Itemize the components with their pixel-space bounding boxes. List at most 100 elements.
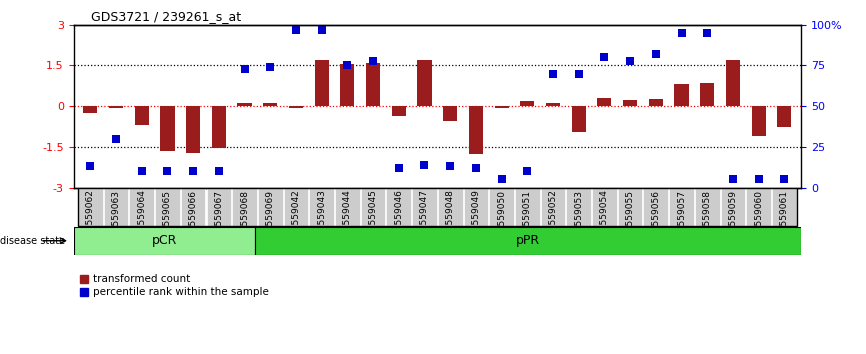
Point bbox=[649, 51, 662, 57]
FancyBboxPatch shape bbox=[412, 188, 436, 226]
Point bbox=[494, 177, 508, 182]
FancyBboxPatch shape bbox=[104, 188, 128, 226]
Bar bbox=[598, 98, 611, 106]
FancyBboxPatch shape bbox=[721, 188, 746, 226]
FancyBboxPatch shape bbox=[206, 188, 231, 226]
Text: GSM559050: GSM559050 bbox=[497, 190, 506, 245]
Text: GSM559052: GSM559052 bbox=[548, 190, 558, 245]
Text: GSM559058: GSM559058 bbox=[702, 190, 712, 245]
FancyBboxPatch shape bbox=[669, 188, 694, 226]
Bar bbox=[83, 106, 97, 113]
Bar bbox=[623, 100, 637, 106]
Text: GSM559048: GSM559048 bbox=[446, 190, 455, 245]
Text: GSM559046: GSM559046 bbox=[394, 190, 404, 245]
Bar bbox=[726, 60, 740, 106]
Text: pCR: pCR bbox=[152, 234, 178, 247]
Text: pPR: pPR bbox=[516, 234, 540, 247]
Point bbox=[469, 165, 483, 171]
Legend: transformed count, percentile rank within the sample: transformed count, percentile rank withi… bbox=[79, 274, 269, 297]
Text: GSM559062: GSM559062 bbox=[86, 190, 94, 245]
Point bbox=[546, 71, 560, 76]
Point bbox=[726, 177, 740, 182]
FancyBboxPatch shape bbox=[284, 188, 308, 226]
Point bbox=[212, 169, 226, 174]
FancyBboxPatch shape bbox=[695, 188, 720, 226]
Bar bbox=[134, 106, 149, 125]
Bar bbox=[160, 106, 175, 151]
FancyBboxPatch shape bbox=[643, 188, 669, 226]
Text: GSM559043: GSM559043 bbox=[317, 190, 326, 245]
FancyBboxPatch shape bbox=[438, 188, 462, 226]
Text: GSM559066: GSM559066 bbox=[189, 190, 197, 245]
FancyBboxPatch shape bbox=[181, 188, 205, 226]
Text: GSM559056: GSM559056 bbox=[651, 190, 660, 245]
Text: GSM559063: GSM559063 bbox=[112, 190, 120, 245]
Point bbox=[314, 27, 328, 33]
Bar bbox=[391, 106, 406, 116]
Point bbox=[675, 30, 688, 36]
Bar bbox=[74, 227, 255, 255]
Point bbox=[83, 164, 97, 169]
Text: GSM559060: GSM559060 bbox=[754, 190, 763, 245]
Text: GSM559051: GSM559051 bbox=[523, 190, 532, 245]
Point bbox=[752, 177, 766, 182]
Text: GSM559049: GSM559049 bbox=[471, 190, 481, 245]
Bar bbox=[237, 103, 252, 106]
Point bbox=[263, 64, 277, 70]
FancyBboxPatch shape bbox=[515, 188, 540, 226]
Text: GSM559064: GSM559064 bbox=[137, 190, 146, 245]
Text: GSM559055: GSM559055 bbox=[625, 190, 635, 245]
Point bbox=[340, 63, 354, 68]
FancyBboxPatch shape bbox=[386, 188, 411, 226]
FancyBboxPatch shape bbox=[617, 188, 643, 226]
Text: GSM559045: GSM559045 bbox=[369, 190, 378, 245]
Point bbox=[701, 30, 714, 36]
Text: GSM559059: GSM559059 bbox=[728, 190, 738, 245]
Point bbox=[624, 58, 637, 63]
Text: GSM559061: GSM559061 bbox=[780, 190, 789, 245]
FancyBboxPatch shape bbox=[78, 188, 103, 226]
FancyBboxPatch shape bbox=[746, 188, 771, 226]
FancyBboxPatch shape bbox=[489, 188, 514, 226]
Bar bbox=[289, 106, 303, 108]
Point bbox=[391, 165, 405, 171]
FancyBboxPatch shape bbox=[592, 188, 617, 226]
Bar bbox=[649, 99, 662, 106]
FancyBboxPatch shape bbox=[129, 188, 154, 226]
Text: GSM559042: GSM559042 bbox=[292, 190, 301, 244]
FancyBboxPatch shape bbox=[309, 188, 334, 226]
Text: GSM559065: GSM559065 bbox=[163, 190, 172, 245]
Bar bbox=[469, 106, 483, 154]
Bar bbox=[263, 103, 277, 106]
Point bbox=[572, 71, 585, 76]
Text: GSM559047: GSM559047 bbox=[420, 190, 429, 245]
Bar bbox=[546, 103, 560, 106]
Point bbox=[289, 27, 303, 33]
Bar bbox=[417, 59, 431, 106]
Point bbox=[778, 177, 792, 182]
Bar bbox=[572, 106, 585, 132]
Text: disease state: disease state bbox=[0, 236, 65, 246]
Text: GSM559057: GSM559057 bbox=[677, 190, 686, 245]
Point bbox=[443, 164, 457, 169]
Bar bbox=[314, 60, 329, 106]
Bar bbox=[255, 227, 801, 255]
Point bbox=[417, 162, 431, 168]
FancyBboxPatch shape bbox=[566, 188, 591, 226]
Bar bbox=[494, 106, 508, 108]
Bar bbox=[520, 101, 534, 106]
Bar bbox=[212, 106, 226, 148]
Point bbox=[520, 169, 534, 174]
FancyBboxPatch shape bbox=[335, 188, 359, 226]
Bar bbox=[340, 64, 354, 106]
Point bbox=[366, 58, 380, 63]
Bar bbox=[366, 63, 380, 106]
Text: GSM559069: GSM559069 bbox=[266, 190, 275, 245]
FancyBboxPatch shape bbox=[772, 188, 797, 226]
Text: GSM559054: GSM559054 bbox=[600, 190, 609, 245]
Bar bbox=[109, 106, 123, 108]
Point bbox=[237, 66, 251, 72]
FancyBboxPatch shape bbox=[232, 188, 257, 226]
Text: GSM559067: GSM559067 bbox=[215, 190, 223, 245]
Point bbox=[186, 169, 200, 174]
